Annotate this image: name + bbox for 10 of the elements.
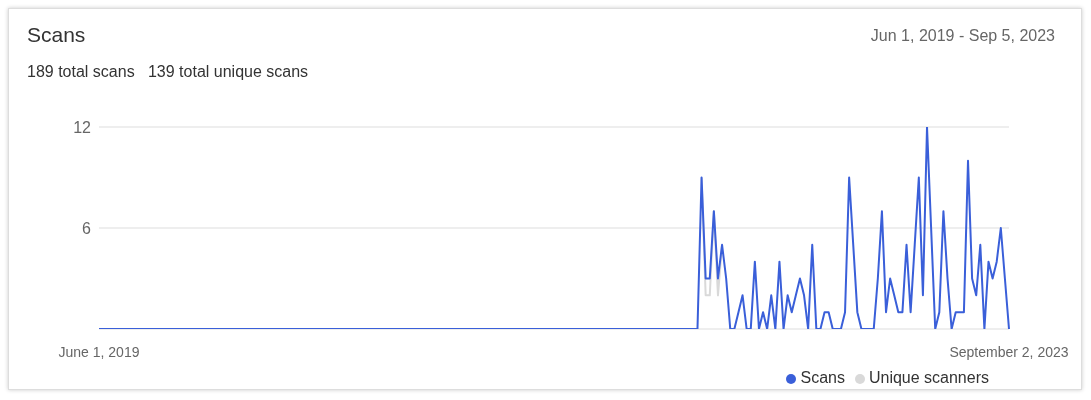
y-tick-label: 12 xyxy=(73,118,92,136)
chart-title: Scans xyxy=(27,23,86,47)
x-tick-label: September 2, 2023 xyxy=(949,343,1069,360)
x-tick-label: June 1, 2019 xyxy=(58,343,140,360)
text: Jun 1, 2019 - Sep 5, 2023 xyxy=(870,27,1055,45)
legend-label: Scans xyxy=(800,369,845,386)
legend-label: Unique scanners xyxy=(868,369,989,386)
line-series xyxy=(98,127,1010,329)
y-tick-label: 6 xyxy=(82,219,92,237)
chart-subtitle: 189 total scans 139 total unique scans xyxy=(27,63,309,81)
